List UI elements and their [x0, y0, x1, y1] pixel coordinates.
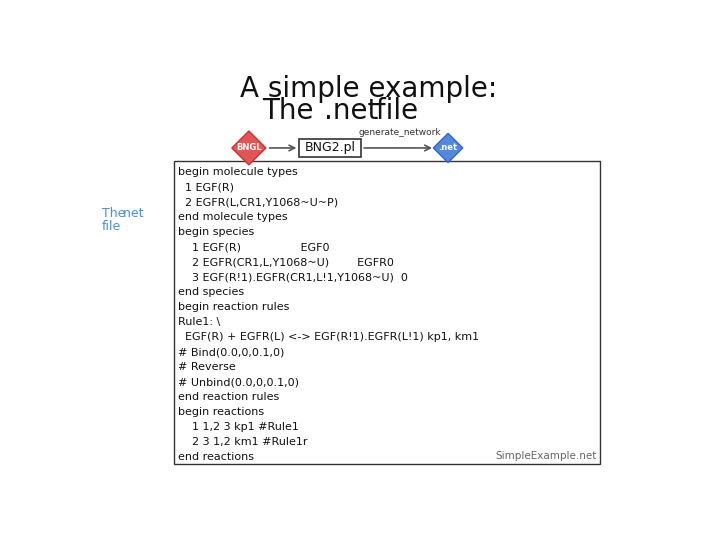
Text: # Unbind(0.0,0,0.1,0): # Unbind(0.0,0,0.1,0)	[179, 377, 300, 387]
Text: 1 EGF(R)                 EGF0: 1 EGF(R) EGF0	[179, 242, 330, 252]
Text: generate_network: generate_network	[359, 128, 441, 137]
Text: end molecule types: end molecule types	[179, 212, 288, 222]
Text: begin reaction rules: begin reaction rules	[179, 302, 289, 312]
Text: file: file	[102, 220, 121, 233]
Text: 1 1,2 3 kp1 #Rule1: 1 1,2 3 kp1 #Rule1	[179, 422, 300, 433]
Text: Rule1: \: Rule1: \	[179, 318, 220, 327]
Text: end reaction rules: end reaction rules	[179, 393, 279, 402]
Text: 2 EGFR(L,CR1,Y1068~U~P): 2 EGFR(L,CR1,Y1068~U~P)	[179, 197, 338, 207]
Text: end reactions: end reactions	[179, 453, 254, 462]
Text: end species: end species	[179, 287, 245, 298]
Polygon shape	[433, 133, 463, 163]
Text: 2 EGFR(CR1,L,Y1068~U)        EGFR0: 2 EGFR(CR1,L,Y1068~U) EGFR0	[179, 257, 395, 267]
Text: begin molecule types: begin molecule types	[179, 167, 298, 177]
Text: 2 3 1,2 km1 #Rule1r: 2 3 1,2 km1 #Rule1r	[179, 437, 308, 448]
Text: BNGL: BNGL	[236, 144, 261, 152]
Text: 1 EGF(R): 1 EGF(R)	[179, 182, 234, 192]
Text: .net: .net	[120, 207, 144, 220]
Text: begin species: begin species	[179, 227, 255, 237]
Text: EGF(R) + EGFR(L) <-> EGF(R!1).EGFR(L!1) kp1, km1: EGF(R) + EGFR(L) <-> EGF(R!1).EGFR(L!1) …	[179, 333, 480, 342]
Text: .net: .net	[324, 97, 379, 125]
FancyBboxPatch shape	[174, 161, 600, 464]
Text: The: The	[262, 97, 323, 125]
Text: SimpleExample.net: SimpleExample.net	[495, 450, 597, 461]
Text: # Reverse: # Reverse	[179, 362, 236, 373]
Polygon shape	[232, 131, 266, 165]
Text: # Bind(0.0,0,0.1,0): # Bind(0.0,0,0.1,0)	[179, 347, 284, 357]
Text: file: file	[367, 97, 418, 125]
Text: A simple example:: A simple example:	[240, 76, 498, 104]
Text: begin reactions: begin reactions	[179, 408, 264, 417]
Text: BNG2.pl: BNG2.pl	[305, 141, 356, 154]
Text: .net: .net	[438, 144, 458, 152]
FancyBboxPatch shape	[300, 139, 361, 157]
Text: 3 EGF(R!1).EGFR(CR1,L!1,Y1068~U)  0: 3 EGF(R!1).EGFR(CR1,L!1,Y1068~U) 0	[179, 272, 408, 282]
Text: The: The	[102, 207, 125, 220]
